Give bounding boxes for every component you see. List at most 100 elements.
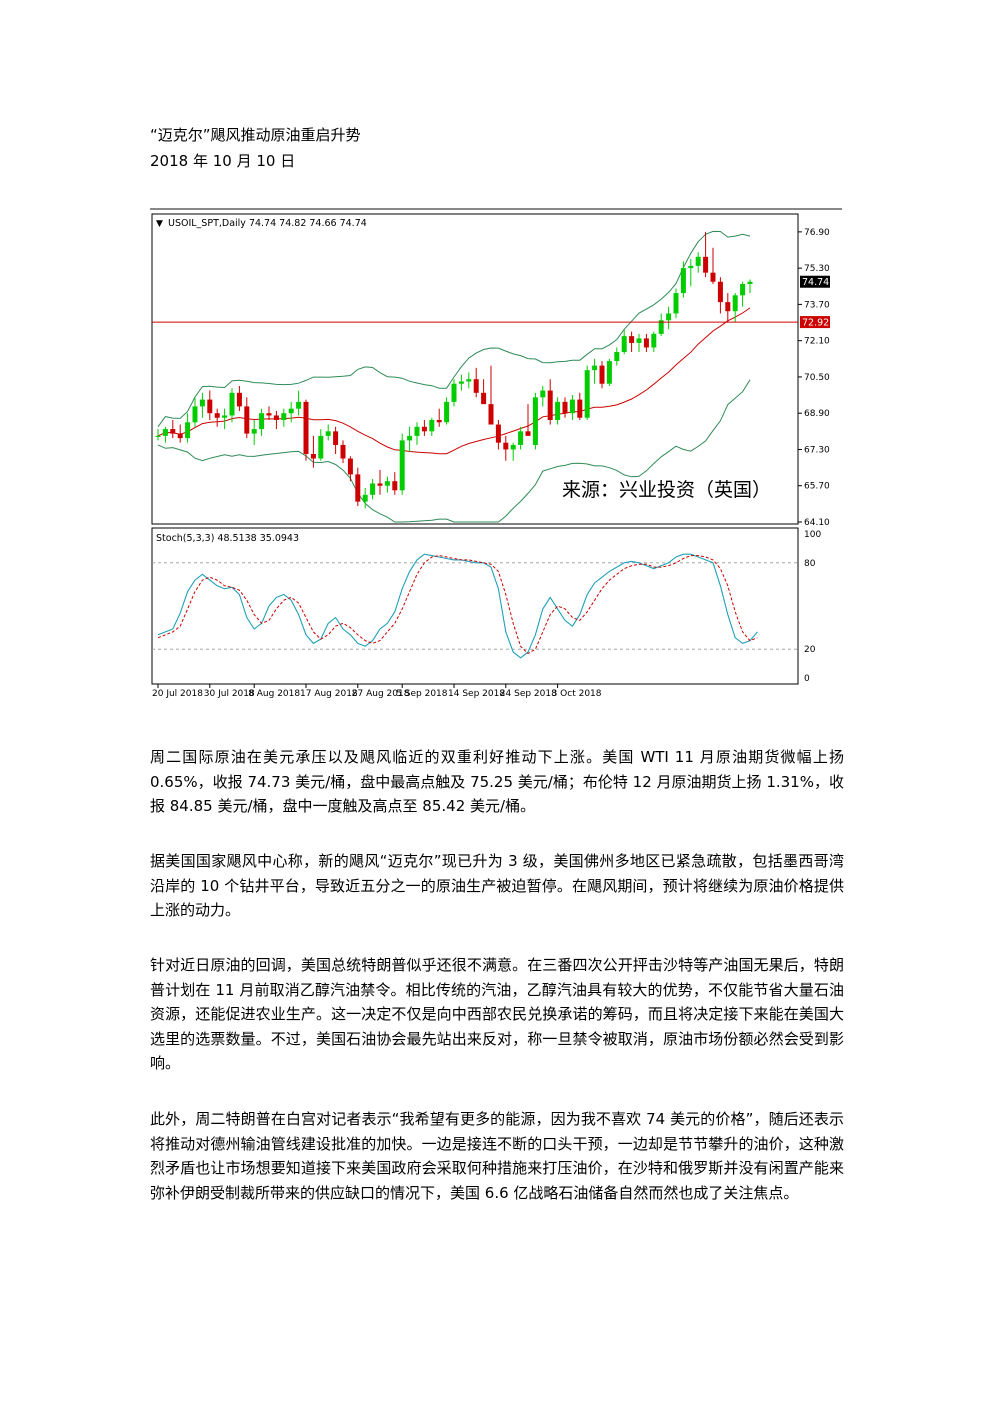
candle-body [643, 338, 649, 348]
y-tick-label: 76.90 [804, 228, 830, 238]
candle-body [177, 433, 183, 439]
candle-body [399, 440, 405, 491]
candle-body [740, 284, 746, 296]
line-price-label: 72.92 [802, 318, 829, 329]
candle-body [562, 401, 568, 414]
price-chart: ▼ USOIL_SPT,Daily 74.74 74.82 74.66 74.7… [150, 208, 842, 706]
candle-body [266, 413, 272, 416]
candle-body [296, 401, 302, 409]
stoch-tick-label: 100 [804, 530, 821, 540]
candle-body [592, 365, 598, 371]
x-tick-label: 8 Aug 2018 [248, 689, 300, 699]
candle-body [451, 383, 457, 402]
y-tick-label: 65.70 [804, 482, 830, 492]
candle-body [458, 381, 464, 384]
candle-body [503, 442, 509, 450]
y-tick-label: 75.30 [804, 264, 830, 274]
x-tick-label: 30 Jul 2018 [204, 689, 255, 699]
candle-body [495, 424, 501, 443]
candle-body [577, 399, 583, 418]
candle-body [333, 431, 339, 445]
x-tick-label: 20 Jul 2018 [152, 689, 203, 699]
candle-body [688, 265, 694, 269]
candle-body [310, 454, 316, 459]
candle-body [222, 415, 228, 418]
candle-body [392, 481, 398, 491]
x-tick-label: 14 Sep 2018 [448, 689, 505, 699]
candle-body [614, 352, 620, 362]
candle-body [347, 458, 353, 475]
candle-body [747, 281, 753, 284]
y-tick-label: 70.50 [804, 373, 830, 383]
candle-body [199, 399, 205, 407]
candle-body [636, 338, 642, 343]
candle-body [273, 415, 279, 420]
article-date: 2018 年 10 月 10 日 [150, 152, 296, 170]
x-tick-label: 24 Sep 2018 [500, 689, 557, 699]
candle-body [606, 361, 612, 384]
y-tick-label: 67.30 [804, 445, 830, 455]
x-tick-label: 3 Oct 2018 [552, 689, 602, 699]
candle-body [355, 474, 361, 502]
candle-body [370, 483, 376, 495]
candle-body [421, 426, 427, 432]
x-tick-label: 5 Sep 2018 [396, 689, 448, 699]
candle-body [695, 256, 701, 266]
watermark: 来源：兴业投资（英国） [562, 479, 771, 501]
candle-body [303, 401, 309, 454]
candle-body [429, 420, 435, 432]
candle-body [162, 429, 168, 436]
candle-body [732, 295, 738, 312]
candle-body [362, 494, 368, 502]
stoch-main-line [157, 553, 758, 659]
candle-body [525, 431, 531, 436]
candle-body [236, 392, 242, 407]
candle-body [318, 435, 324, 459]
moving-average-line [157, 307, 751, 455]
candle-body [488, 404, 494, 425]
current-price-label: 74.74 [802, 277, 829, 288]
candle-body [710, 272, 716, 282]
candle-body [436, 420, 442, 423]
candle-body [466, 379, 472, 382]
candle-body [444, 401, 450, 423]
candle-body [569, 399, 575, 414]
candle-body [666, 313, 672, 321]
x-tick-label: 17 Aug 2018 [300, 689, 358, 699]
candle-body [377, 483, 383, 486]
y-tick-label: 73.70 [804, 300, 830, 310]
candle-body [629, 336, 635, 343]
candle-body [725, 302, 731, 312]
candle-body [717, 281, 723, 303]
candle-body [229, 392, 235, 416]
candle-body [473, 379, 479, 393]
candle-body [259, 413, 265, 430]
stoch-tick-label: 20 [804, 645, 816, 655]
candle-body [481, 392, 487, 405]
candle-body [651, 333, 657, 348]
upper-band-line [157, 230, 751, 428]
candle-body [584, 370, 590, 418]
stoch-panel [151, 527, 799, 685]
y-tick-label: 72.10 [804, 337, 830, 347]
lower-band-line [157, 379, 751, 523]
stoch-header: Stoch(5,3,3) 48.5138 35.0943 [156, 533, 299, 544]
candle-body [185, 422, 191, 439]
current-price-label-bg [800, 275, 830, 288]
candle-body [540, 390, 546, 398]
candle-body [244, 406, 250, 434]
candle-body [599, 365, 605, 384]
candle-body [155, 435, 161, 437]
candle-body [547, 390, 553, 420]
stoch-signal-line [157, 555, 758, 655]
line-price-label-bg [800, 316, 830, 329]
candle-body [281, 413, 287, 420]
paragraph-2: 据美国国家飓风中心称，新的飓风“迈克尔”现已升为 3 级，美国佛州多地区已紧急疏… [150, 852, 844, 920]
paragraph-4: 此外，周二特朗普在白宫对记者表示“我希望有更多的能源，因为我不喜欢 74 美元的… [150, 1110, 844, 1202]
candle-body [414, 426, 420, 436]
candle-body [703, 256, 709, 273]
candle-body [621, 336, 627, 352]
candle-body [192, 406, 198, 423]
article-title: “迈克尔”飓风推动原油重启升势 [150, 126, 361, 144]
candle-body [510, 444, 516, 450]
